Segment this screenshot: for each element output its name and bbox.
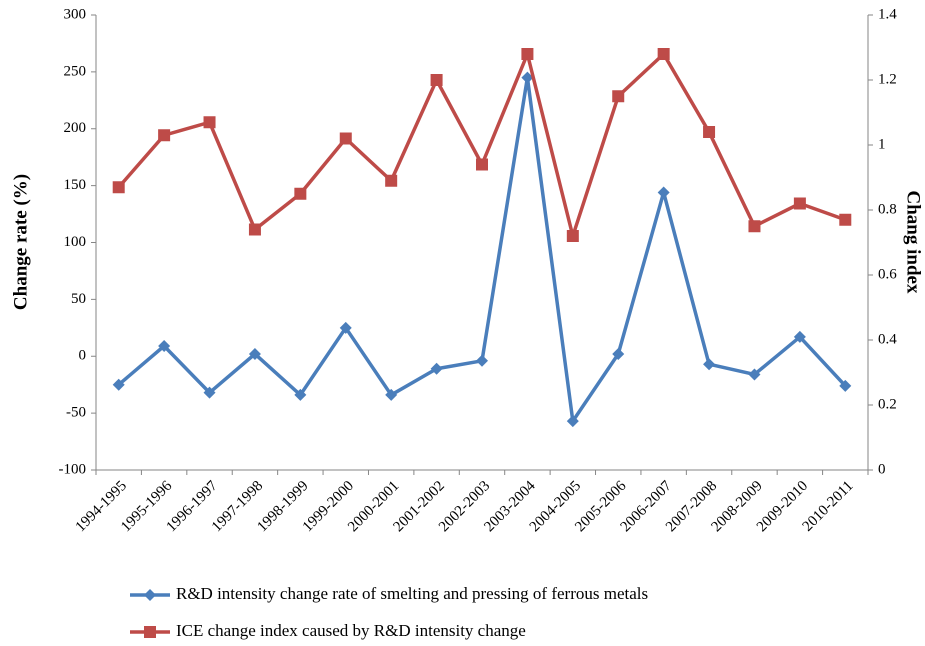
data-point: [385, 388, 398, 401]
y-tick-label: 250: [64, 63, 87, 79]
data-point: [839, 379, 852, 392]
y2-tick-label: 0.4: [878, 331, 897, 347]
data-point: [430, 362, 443, 375]
series-line: [117, 52, 846, 238]
legend-label: ICE change index caused by R&D intensity…: [176, 621, 526, 640]
data-point: [430, 74, 443, 86]
data-point: [612, 347, 625, 360]
data-point: [521, 71, 534, 84]
data-point: [476, 354, 488, 367]
y2-tick-label: 0.8: [878, 201, 897, 217]
data-point: [158, 340, 171, 353]
legend-marker: [144, 589, 156, 601]
data-point: [339, 132, 352, 145]
data-point: [294, 388, 307, 401]
y-tick-label: 0: [79, 348, 87, 364]
y2-tick-label: 0.6: [878, 266, 897, 282]
data-point: [158, 129, 171, 142]
data-point: [112, 378, 125, 391]
y-tick-label: -50: [66, 405, 86, 421]
y-tick-label: 150: [64, 177, 87, 193]
y2-tick-label: 0: [878, 461, 886, 477]
y2-axis-label: Chang index: [903, 191, 924, 294]
data-point: [385, 174, 398, 187]
y2-tick-label: 1.2: [878, 71, 897, 87]
data-point: [703, 358, 716, 371]
data-point: [203, 386, 216, 399]
y-tick-label: 300: [64, 6, 87, 22]
data-point: [703, 126, 716, 138]
data-point: [521, 48, 534, 60]
y2-tick-label: 1: [878, 136, 886, 152]
y2-tick-label: 1.4: [878, 6, 897, 22]
legend-marker: [144, 626, 156, 638]
data-point: [294, 187, 307, 200]
y-tick-label: -100: [59, 461, 87, 477]
data-point: [748, 220, 761, 233]
data-point: [748, 368, 761, 381]
data-point: [657, 186, 670, 199]
y-axis-label: Change rate (%): [10, 174, 31, 310]
y-tick-label: 100: [64, 234, 87, 250]
data-point: [112, 181, 125, 194]
y-tick-label: 200: [64, 120, 87, 136]
y2-tick-label: 0.2: [878, 396, 897, 412]
y-tick-label: 50: [71, 291, 86, 307]
data-point: [839, 213, 852, 226]
data-point: [612, 90, 625, 103]
data-point: [657, 48, 670, 60]
data-point: [793, 330, 806, 343]
data-point: [339, 321, 352, 334]
data-point: [476, 158, 488, 171]
data-point: [566, 230, 579, 242]
series-line: [117, 75, 847, 423]
data-point: [248, 223, 261, 236]
data-point: [248, 347, 261, 360]
legend-label: R&D intensity change rate of smelting an…: [176, 584, 648, 603]
data-point: [566, 415, 579, 428]
data-point: [203, 116, 216, 129]
data-point: [793, 197, 806, 210]
